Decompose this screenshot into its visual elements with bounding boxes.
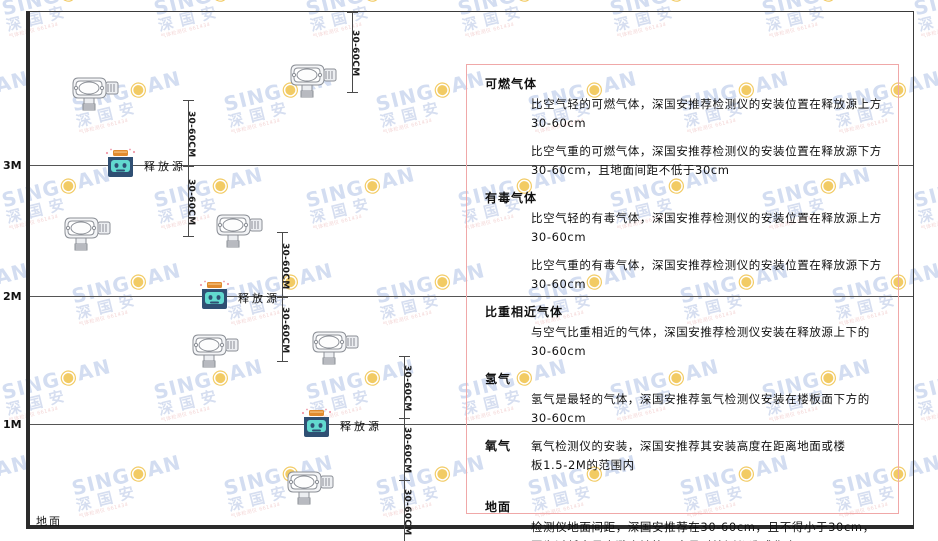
panel-section-title: 比重相近气体 xyxy=(485,305,564,319)
dim-chain-top: 30-60CM xyxy=(347,12,360,93)
level-line-3m xyxy=(28,165,913,166)
ground-label: 地面 xyxy=(36,515,62,528)
ground-axis xyxy=(26,525,914,529)
panel-section: 地面检测仪地面间距，深国安推荐在30-60cm，且不得小于30cm，因为过低容易… xyxy=(485,498,886,541)
detector-mid-left xyxy=(62,208,116,256)
panel-paragraph: 氧气检测仪的安装，深国安推荐其安装高度在距离地面或楼板1.5-2M的范围内 xyxy=(531,439,846,472)
dimension-tick xyxy=(399,356,410,357)
watermark-brand: SING◉AN xyxy=(911,0,938,21)
release-source-icon xyxy=(199,280,230,309)
level-line-2m xyxy=(28,296,913,297)
panel-section: 氢气氢气是最轻的气体，深国安推荐氢气检测仪安装在楼板面下方的30-60cm xyxy=(485,370,886,428)
dim-chain-left: 30-60CM 30-60CM xyxy=(183,100,196,237)
gas-detector-icon xyxy=(287,471,334,505)
detector-mid-right xyxy=(214,205,268,253)
watermark-chinese: 深国安 xyxy=(916,385,938,419)
leader-1m xyxy=(340,424,404,425)
panel-section: 可燃气体比空气轻的可燃气体，深国安推荐检测仪的安装位置在释放源上方30-60cm… xyxy=(485,75,886,180)
dimension-tick xyxy=(183,100,194,101)
release-source-1m xyxy=(300,408,334,444)
dimension-label: 30-60CM xyxy=(186,111,196,158)
watermark-brand: SING◉AN xyxy=(911,366,938,405)
panel-paragraph: 比空气轻的可燃气体，深国安推荐检测仪的安装位置在释放源上方30-60cm xyxy=(531,97,882,130)
dim-chain-right: 30-60CM 30-60CM 30-60CM xyxy=(399,356,412,541)
dimension-tick xyxy=(183,236,194,237)
dimension-tick xyxy=(399,480,410,481)
panel-section: 比重相近气体与空气比重相近的气体，深国安推荐检测仪安装在释放源上下的30-60c… xyxy=(485,303,886,361)
gas-detector-icon xyxy=(64,217,111,251)
release-source-label: 释放源 xyxy=(238,292,280,305)
release-source-3m xyxy=(104,148,138,184)
panel-paragraph: 与空气比重相近的气体，深国安推荐检测仪安装在释放源上下的30-60cm xyxy=(531,325,870,358)
dimension-label: 30-60CM xyxy=(402,365,412,412)
release-source-label: 释放源 xyxy=(340,420,382,433)
panel-paragraph: 检测仪地面间距，深国安推荐在30-60cm，且不得小于30cm，因为过低容易水溅… xyxy=(531,520,875,541)
info-panel: 可燃气体比空气轻的可燃气体，深国安推荐检测仪的安装位置在释放源上方30-60cm… xyxy=(466,64,899,541)
detector-low-left xyxy=(190,325,244,373)
gas-detector-icon xyxy=(72,77,119,111)
watermark-sub: 气体检测仪 661434 xyxy=(920,22,938,40)
dimension-tick xyxy=(347,92,358,93)
panel-section-title: 地面 xyxy=(485,500,512,514)
detector-bottom xyxy=(285,462,339,510)
gas-detector-icon xyxy=(216,214,263,248)
watermark-sub: 气体检测仪 661434 xyxy=(920,406,938,424)
release-source-icon xyxy=(105,148,136,177)
dimension-line xyxy=(188,100,189,236)
detector-top-mid xyxy=(288,55,342,103)
level-label-1m: 1M xyxy=(3,418,22,431)
dimension-label: 30-60CM xyxy=(402,489,412,536)
panel-paragraph: 比空气重的可燃气体，深国安推荐检测仪的安装位置在释放源下方30-60cm，且地面… xyxy=(531,144,882,177)
level-label-2m: 2M xyxy=(3,290,22,303)
dimension-tick xyxy=(277,361,288,362)
watermark-sub: 气体检测仪 661434 xyxy=(920,214,938,232)
dimension-tick xyxy=(347,12,358,13)
panel-section: 有毒气体比空气轻的有毒气体，深国安推荐检测仪的安装位置在释放源上方30-60cm… xyxy=(485,189,886,294)
dimension-tick xyxy=(183,166,194,167)
level-label-3m: 3M xyxy=(3,159,22,172)
gas-detector-icon xyxy=(312,331,359,365)
leader-3m xyxy=(140,165,188,166)
panel-section-body: 氧气检测仪的安装，深国安推荐其安装高度在距离地面或楼板1.5-2M的范围内 xyxy=(531,437,851,484)
dimension-line xyxy=(404,356,405,541)
release-source-label: 释放源 xyxy=(144,160,186,173)
dimension-label: 30-60CM xyxy=(280,307,290,354)
dimension-tick xyxy=(277,297,288,298)
watermark-brand: SING◉AN xyxy=(911,174,938,213)
dimension-label: 30-60CM xyxy=(280,243,290,290)
dimension-label: 30-60CM xyxy=(402,427,412,474)
dimension-tick xyxy=(399,418,410,419)
release-source-icon xyxy=(301,408,332,437)
release-source-2m xyxy=(198,280,232,316)
dimension-line xyxy=(352,12,353,92)
panel-section-title: 氢气 xyxy=(485,372,512,386)
panel-section-title: 有毒气体 xyxy=(485,191,538,205)
detector-low-right xyxy=(310,322,364,370)
panel-paragraph: 比空气重的有毒气体，深国安推荐检测仪的安装位置在释放源下方30-60cm xyxy=(531,258,882,291)
gas-detector-icon xyxy=(192,334,239,368)
leader-2m xyxy=(238,296,284,297)
dimension-label: 30-60CM xyxy=(350,30,360,77)
gas-detector-icon xyxy=(290,64,337,98)
vertical-axis xyxy=(26,11,30,529)
watermark-chinese: 深国安 xyxy=(916,193,938,227)
level-line-1m xyxy=(28,424,913,425)
panel-section: 氧气 氧气检测仪的安装，深国安推荐其安装高度在距离地面或楼板1.5-2M的范围内 xyxy=(485,437,886,484)
panel-section-title: 氧气 xyxy=(485,439,512,453)
panel-paragraph: 氢气是最轻的气体，深国安推荐氢气检测仪安装在楼板面下方的30-60cm xyxy=(531,392,870,425)
watermark-chinese: 深国安 xyxy=(916,1,938,35)
dimension-label: 30-60CM xyxy=(186,179,196,226)
dimension-tick xyxy=(277,232,288,233)
panel-paragraph: 比空气轻的有毒气体，深国安推荐检测仪的安装位置在释放源上方30-60cm xyxy=(531,211,882,244)
panel-section-title: 可燃气体 xyxy=(485,77,538,91)
detector-top-left xyxy=(70,68,124,116)
